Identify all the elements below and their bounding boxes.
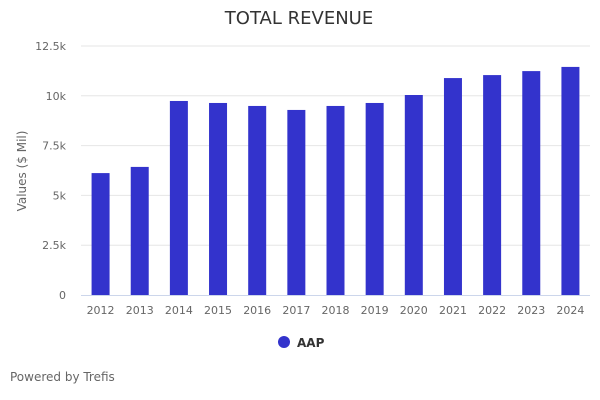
credit-text: Powered by Trefis: [10, 370, 115, 384]
y-tick-label: 10k: [46, 90, 67, 103]
y-tick-label: 5k: [53, 189, 67, 202]
bar-2021[interactable]: [443, 78, 462, 295]
bar-2017[interactable]: [287, 109, 306, 295]
y-tick-label: 7.5k: [42, 140, 66, 153]
bars: [91, 66, 580, 296]
x-tick-label: 2022: [478, 304, 506, 317]
bar-2020[interactable]: [404, 95, 423, 295]
bar-2015[interactable]: [209, 102, 228, 296]
legend-marker-icon: [278, 336, 290, 348]
legend-label[interactable]: AAP: [297, 336, 325, 350]
x-tick-label: 2016: [243, 304, 271, 317]
bar-2013[interactable]: [130, 166, 149, 295]
bar-2022[interactable]: [483, 75, 502, 296]
x-tick-label: 2012: [87, 304, 115, 317]
y-tick-label: 12.5k: [35, 40, 66, 53]
x-tick-label: 2021: [439, 304, 467, 317]
chart-title: TOTAL REVENUE: [224, 8, 373, 29]
x-tick-label: 2023: [517, 304, 545, 317]
x-tick-label: 2014: [165, 304, 193, 317]
x-tick-label: 2020: [400, 304, 428, 317]
bar-2018[interactable]: [326, 105, 345, 295]
bar-2016[interactable]: [248, 105, 267, 295]
bar-2014[interactable]: [169, 100, 188, 295]
bar-2024[interactable]: [561, 66, 580, 295]
x-tick-label: 2019: [361, 304, 389, 317]
bar-2023[interactable]: [522, 71, 541, 295]
y-tick-label: 0: [59, 289, 66, 302]
x-tick-label: 2013: [126, 304, 154, 317]
bar-2019[interactable]: [365, 102, 384, 296]
x-tick-label: 2024: [556, 304, 584, 317]
x-axis-ticks: 2012 2013 2014 2015 2016 2017 2018 2019 2020 2021…: [87, 304, 585, 317]
legend[interactable]: AAP: [278, 336, 325, 350]
y-tick-label: 2.5k: [42, 239, 66, 252]
x-tick-label: 2017: [282, 304, 310, 317]
bar-2012[interactable]: [91, 173, 110, 295]
x-tick-label: 2018: [322, 304, 350, 317]
y-axis-label: Values ($ Mil): [15, 131, 29, 212]
x-tick-label: 2015: [204, 304, 232, 317]
y-axis-ticks: 0 2.5k 5k 7.5k 10k 12.5k: [35, 40, 66, 302]
